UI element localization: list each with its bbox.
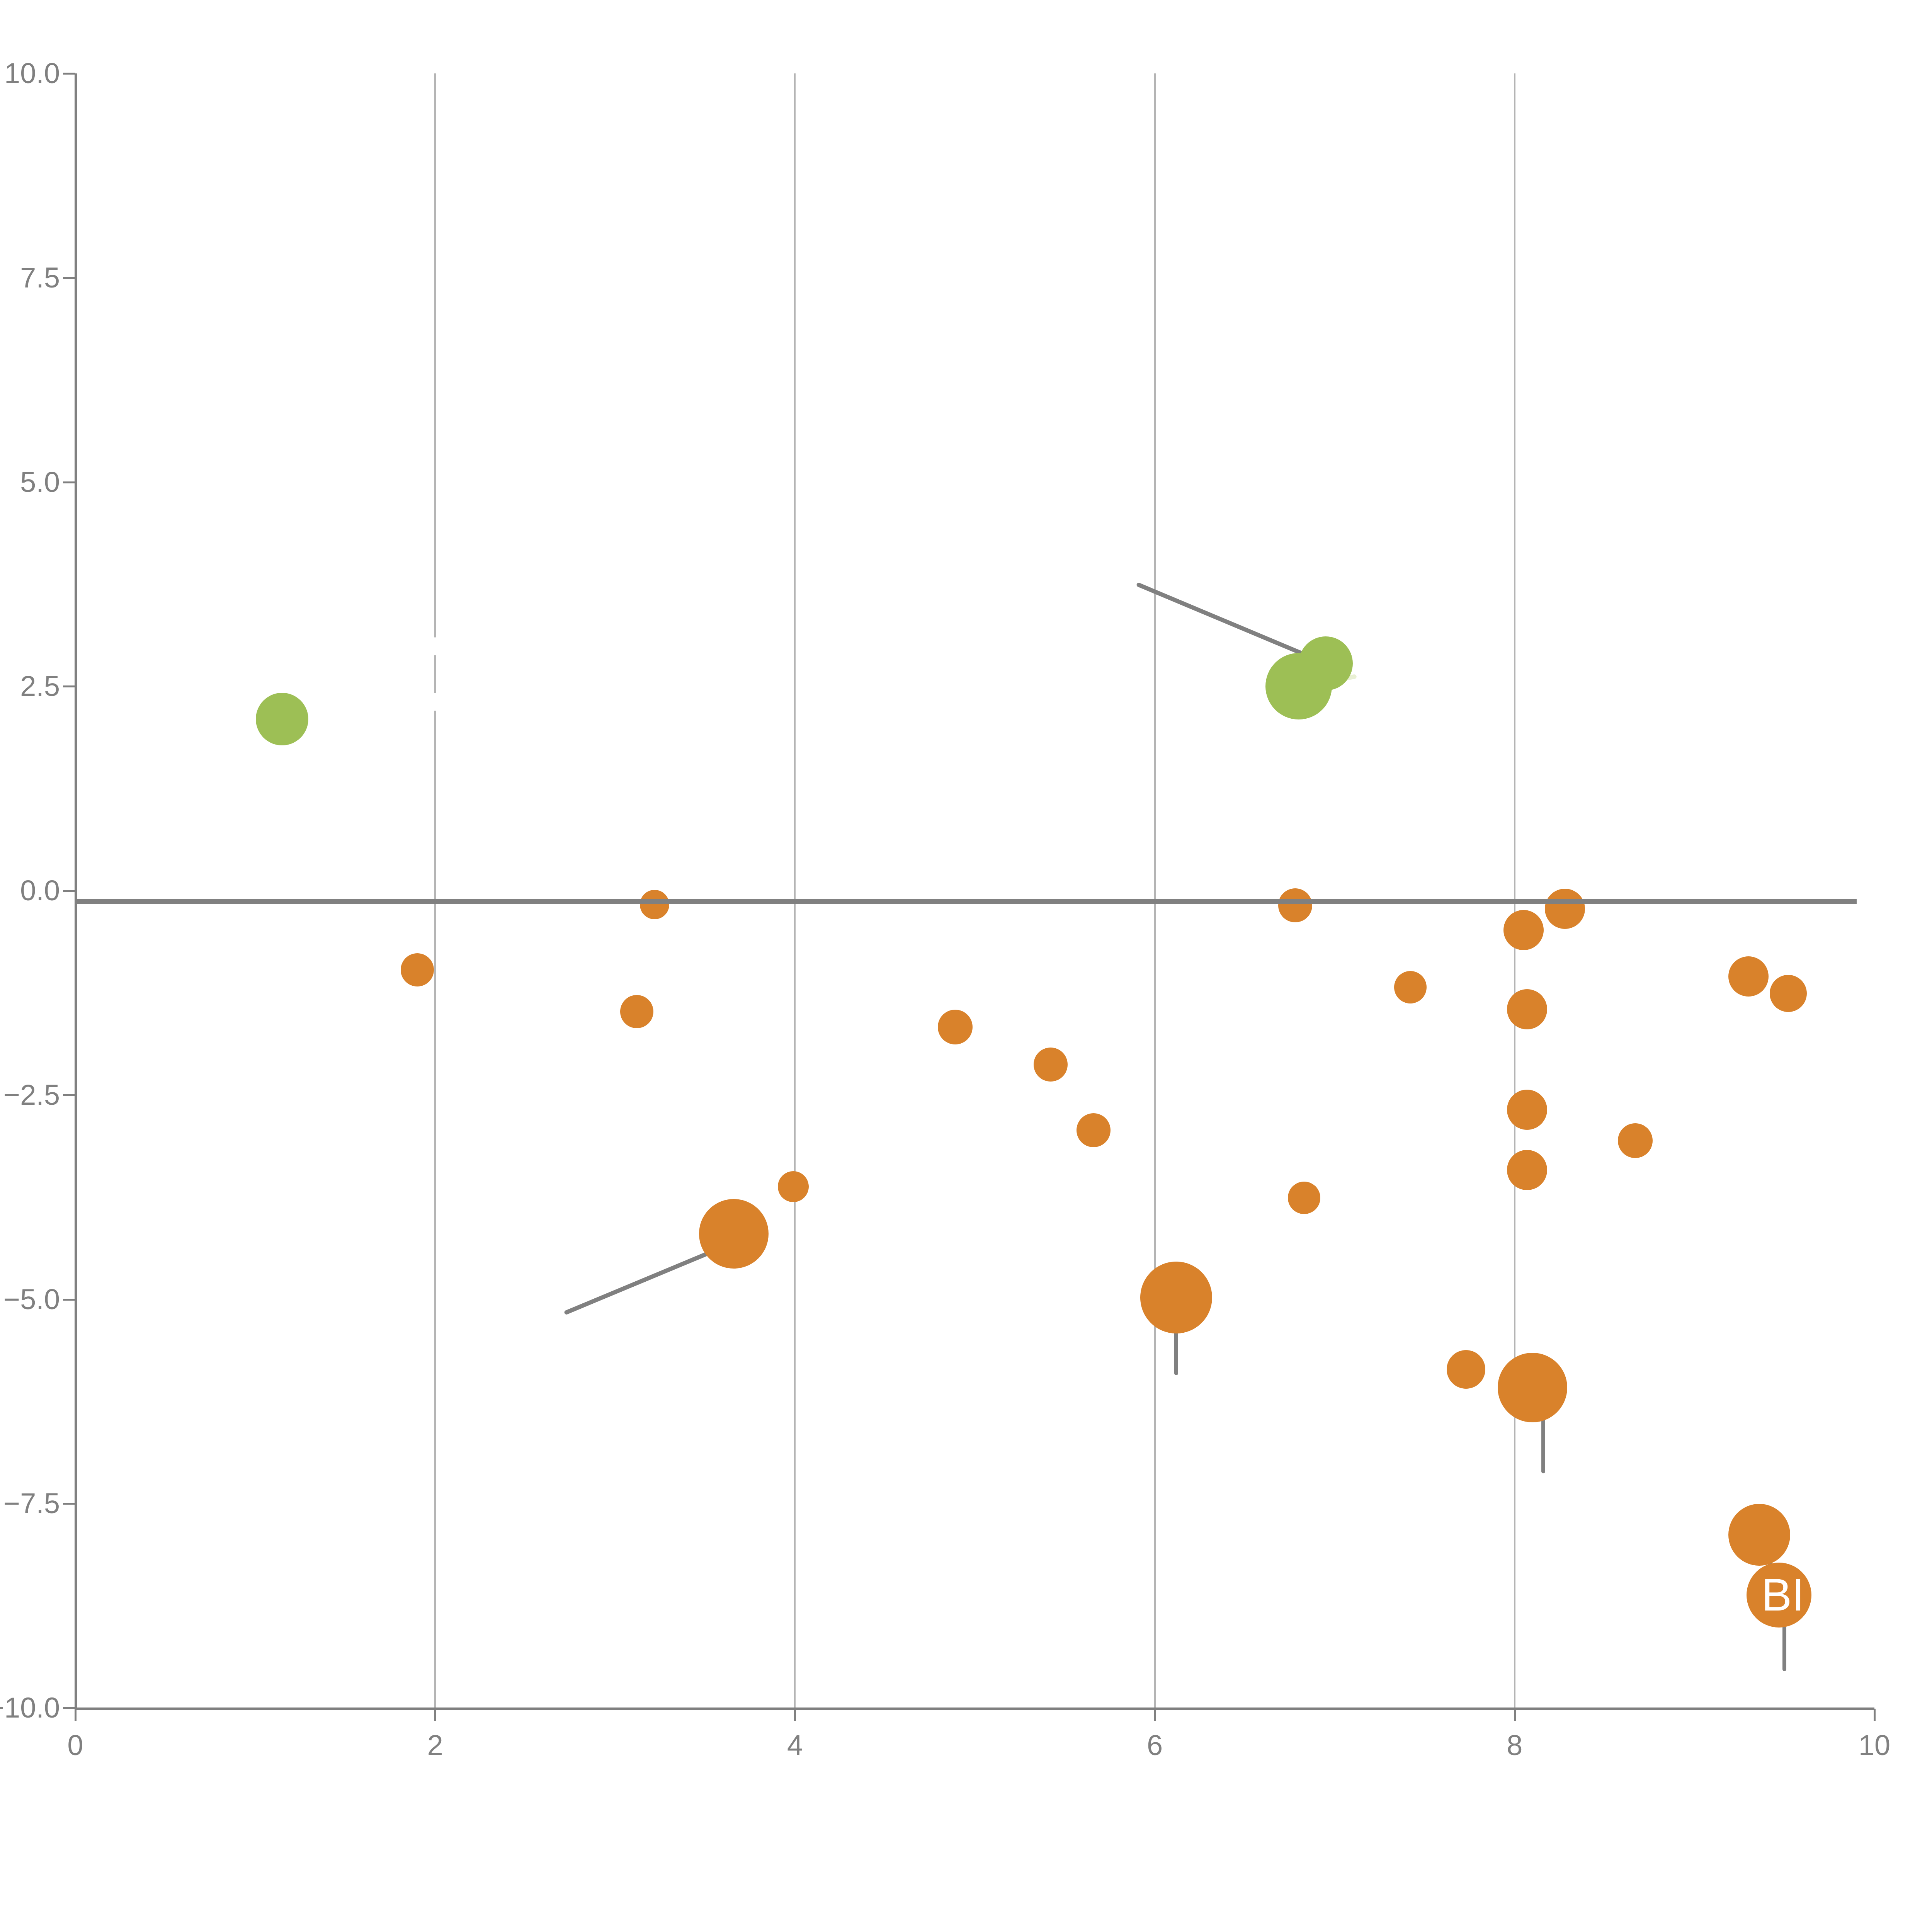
y-tick-6 <box>63 1298 75 1301</box>
bubble-negative-7[interactable] <box>1077 1113 1111 1147</box>
bubble-negative-0[interactable] <box>400 953 434 987</box>
y-tick-label-3: 2.5 <box>20 670 60 702</box>
y-tick-label-0: 10.0 <box>4 57 60 89</box>
y-tick-label-7: −7.5 <box>3 1487 60 1520</box>
bubble-negative-23[interactable] <box>1747 1563 1812 1628</box>
gridline-x-2 <box>434 73 436 1708</box>
y-tick-5 <box>63 1094 75 1096</box>
y-tick-4 <box>63 890 75 892</box>
x-tick-3 <box>1154 1709 1156 1721</box>
y-tick-3 <box>63 685 75 688</box>
x-tick-label-0: 0 <box>67 1729 83 1761</box>
gridline-x-4 <box>794 73 796 1708</box>
gridline-x-6 <box>1154 73 1156 1708</box>
x-tick-label-4: 8 <box>1507 1729 1523 1761</box>
bubble-negative-11[interactable] <box>1394 971 1427 1003</box>
x-axis-spine <box>75 1708 1874 1710</box>
bubble-negative-15[interactable] <box>1507 1089 1548 1130</box>
bubble-negative-2[interactable] <box>620 995 653 1029</box>
bubble-negative-10[interactable] <box>1288 1182 1321 1214</box>
bubble-negative-5[interactable] <box>937 1010 973 1045</box>
bubble-negative-16[interactable] <box>1507 1150 1548 1190</box>
y-tick-7 <box>63 1503 75 1505</box>
bubble-negative-19[interactable] <box>1498 1352 1568 1422</box>
x-tick-label-1: 2 <box>427 1729 443 1761</box>
x-tick-0 <box>75 1709 77 1721</box>
bubble-negative-9[interactable] <box>1278 888 1312 923</box>
bubble-negative-22[interactable] <box>1728 1503 1791 1566</box>
y-tick-0 <box>63 73 75 75</box>
y-tick-label-6: −5.0 <box>3 1283 60 1315</box>
x-tick-label-2: 4 <box>787 1729 803 1761</box>
zero-reference-line <box>75 899 1857 904</box>
plot-area: BI <box>75 73 1874 1709</box>
x-tick-label-5: 10 <box>1858 1729 1891 1761</box>
bubble-negative-1[interactable] <box>640 889 670 919</box>
x-tick-2 <box>794 1709 796 1721</box>
bubble-positive-2[interactable] <box>1298 636 1353 691</box>
bubble-negative-8[interactable] <box>1140 1262 1213 1334</box>
y-tick-label-8: −10.0 <box>0 1692 60 1724</box>
bubble-negative-4[interactable] <box>699 1199 769 1269</box>
bubble-negative-18[interactable] <box>1447 1350 1486 1389</box>
bubble-negative-21[interactable] <box>1769 975 1807 1012</box>
bubble-negative-13[interactable] <box>1545 888 1585 929</box>
bubble-negative-14[interactable] <box>1507 989 1548 1029</box>
bubble-negative-3[interactable] <box>777 1171 809 1202</box>
y-tick-label-1: 7.5 <box>20 261 60 294</box>
bubble-negative-12[interactable] <box>1503 910 1544 950</box>
x-tick-5 <box>1874 1709 1876 1721</box>
y-tick-label-5: −2.5 <box>3 1078 60 1111</box>
y-tick-1 <box>63 277 75 279</box>
x-tick-1 <box>434 1709 437 1721</box>
bubble-label-bi: BI <box>1761 1570 1804 1621</box>
bubble-negative-20[interactable] <box>1728 956 1769 997</box>
bubble-negative-17[interactable] <box>1617 1123 1653 1158</box>
y-tick-label-4: 0.0 <box>20 874 60 906</box>
y-tick-label-2: 5.0 <box>20 466 60 498</box>
gridline-x-8 <box>1514 73 1515 1708</box>
bubble-positive-0[interactable] <box>256 692 309 745</box>
x-tick-4 <box>1514 1709 1516 1721</box>
x-tick-label-3: 6 <box>1147 1729 1163 1761</box>
y-axis-spine <box>75 73 77 1709</box>
y-tick-2 <box>63 481 75 483</box>
y-tick-8 <box>63 1707 75 1709</box>
bubble-negative-6[interactable] <box>1033 1048 1068 1082</box>
